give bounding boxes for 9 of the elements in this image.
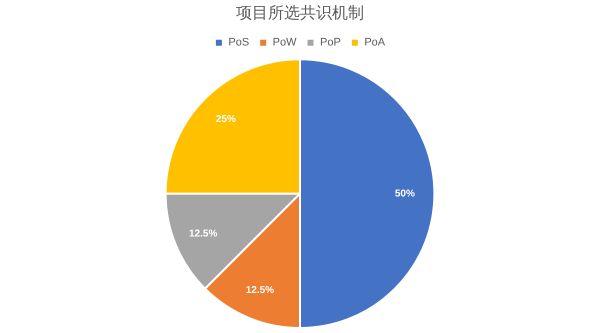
legend-label: PoW — [272, 36, 298, 49]
data-label: 25% — [216, 114, 236, 126]
chart-title: 项目所选共识机制 — [236, 2, 364, 22]
legend-label: PoA — [364, 36, 386, 49]
data-label: 12.5% — [188, 228, 218, 240]
legend-label: PoP — [320, 36, 341, 49]
data-label: 12.5% — [246, 285, 274, 296]
data-label: 50% — [394, 188, 415, 200]
legend-label: PoS — [228, 36, 250, 49]
